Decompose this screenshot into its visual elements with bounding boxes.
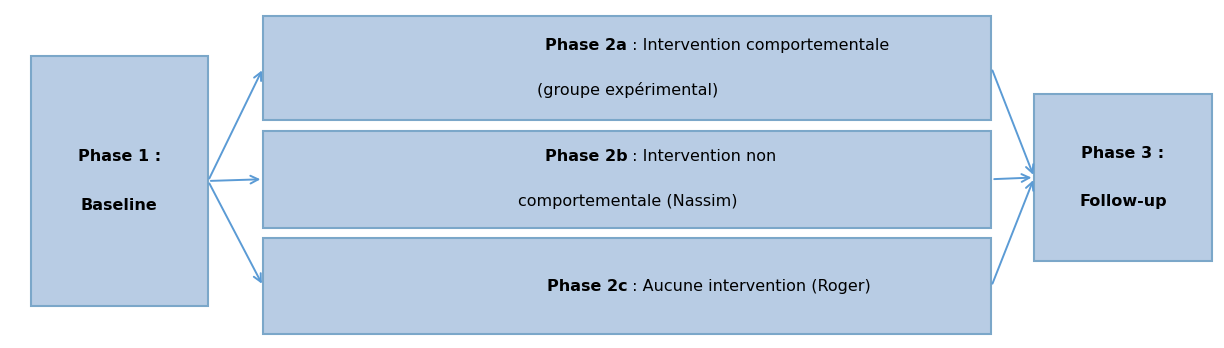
FancyBboxPatch shape	[263, 238, 991, 334]
Text: Phase 2a: Phase 2a	[546, 38, 627, 53]
Text: : Intervention comportementale: : Intervention comportementale	[627, 38, 890, 53]
Text: Phase 3 :: Phase 3 :	[1082, 145, 1164, 161]
FancyBboxPatch shape	[263, 16, 991, 120]
Text: : Intervention non: : Intervention non	[627, 149, 776, 164]
FancyBboxPatch shape	[1034, 94, 1212, 261]
Text: Phase 2c: Phase 2c	[547, 279, 627, 294]
Text: Follow-up: Follow-up	[1080, 194, 1166, 209]
Text: Phase 2b: Phase 2b	[545, 149, 627, 164]
Text: comportementale (Nassim): comportementale (Nassim)	[518, 194, 737, 209]
Text: Baseline: Baseline	[81, 198, 158, 213]
Text: (groupe expérimental): (groupe expérimental)	[536, 82, 718, 98]
FancyBboxPatch shape	[31, 56, 208, 306]
Text: : Aucune intervention (Roger): : Aucune intervention (Roger)	[627, 279, 871, 294]
FancyBboxPatch shape	[263, 130, 991, 228]
Text: Phase 1 :: Phase 1 :	[78, 149, 160, 164]
